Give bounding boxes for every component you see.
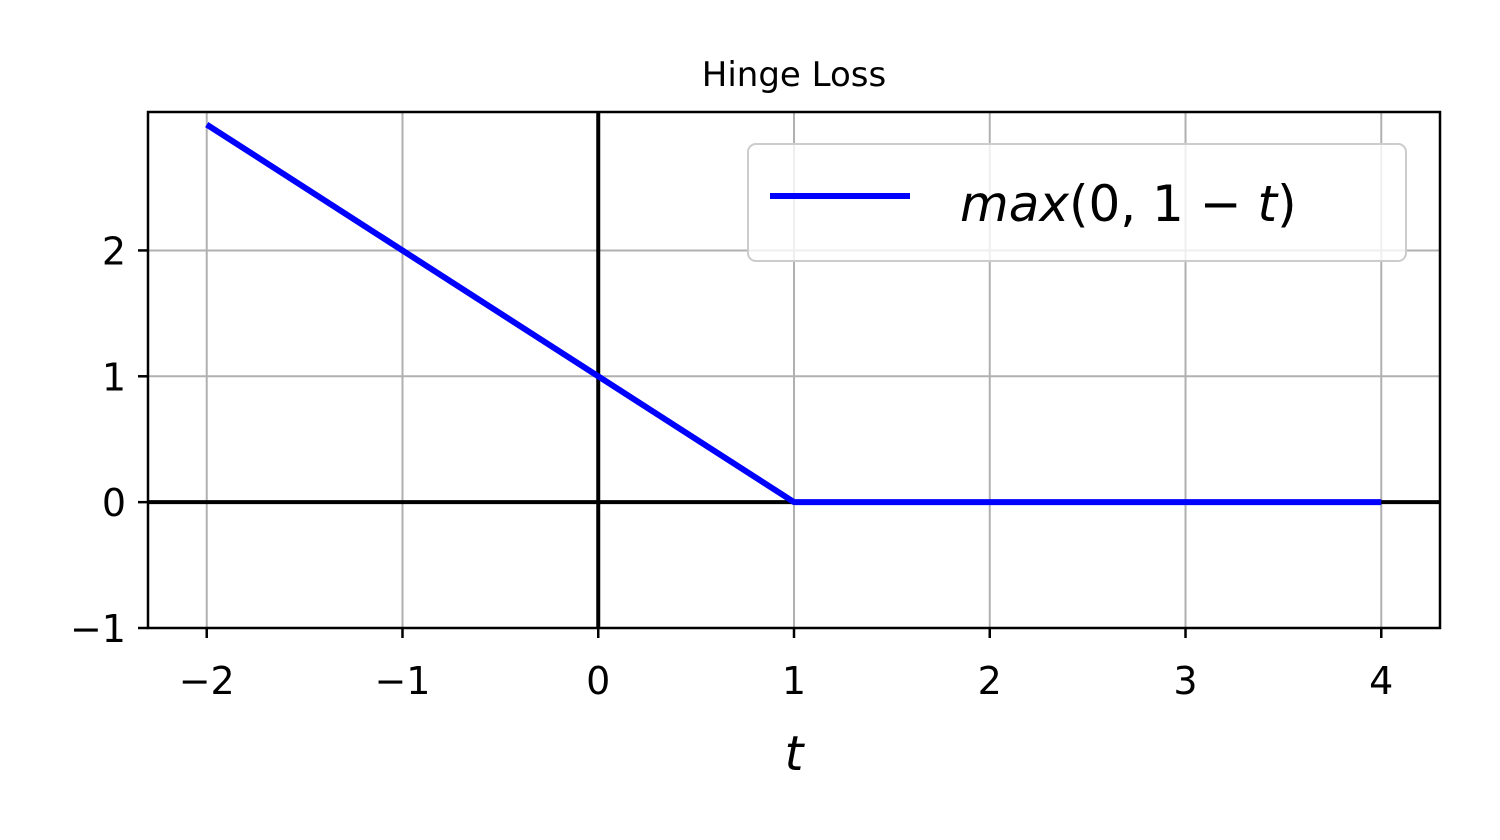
legend-label-close: ): [1277, 175, 1297, 233]
series-line-0: [205, 122, 1382, 506]
legend-label: max(0, 1 − t): [960, 175, 1297, 233]
x-tick-label-2: 0: [586, 659, 610, 703]
x-tick-label-4: 2: [978, 659, 1002, 703]
series-layer: [205, 122, 1382, 506]
ticks: −2 −1 0 1 2 3 4 −1 0 1 2: [70, 229, 1393, 703]
y-tick-label-3: 2: [102, 229, 126, 273]
y-tick-label-0: −1: [70, 607, 126, 651]
x-tick-label-0: −2: [179, 659, 235, 703]
x-axis-label: t: [785, 726, 806, 782]
x-tick-label-1: −1: [374, 659, 430, 703]
legend-label-fn: max: [960, 175, 1069, 233]
legend: max(0, 1 − t): [747, 143, 1407, 262]
legend-label-var: t: [1258, 175, 1280, 233]
y-tick-label-1: 0: [102, 481, 126, 525]
x-tick-label-5: 3: [1173, 659, 1197, 703]
x-tick-label-3: 1: [782, 659, 806, 703]
chart-title: Hinge Loss: [702, 55, 886, 95]
legend-box: [747, 143, 1407, 262]
legend-label-args: (0, 1 −: [1069, 175, 1258, 233]
y-tick-label-2: 1: [102, 355, 126, 399]
x-tick-label-6: 4: [1369, 659, 1393, 703]
